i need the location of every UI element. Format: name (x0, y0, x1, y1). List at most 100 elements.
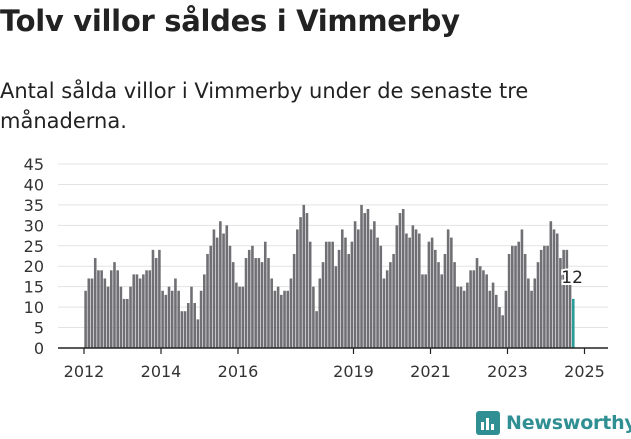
bar (533, 278, 537, 348)
bar (427, 241, 431, 348)
bar (199, 290, 203, 348)
bar (183, 311, 187, 348)
bar (254, 258, 257, 348)
bar (366, 208, 370, 348)
y-tick-label: 30 (24, 216, 44, 235)
brand-logo: Newsworthy (476, 408, 631, 438)
x-tick-label: 2012 (64, 362, 105, 381)
bar (318, 278, 322, 348)
bar (302, 204, 306, 348)
bar (241, 286, 245, 348)
bar (174, 278, 177, 348)
bar (482, 270, 485, 348)
bar (296, 229, 299, 348)
bar (527, 278, 530, 348)
bar (430, 237, 434, 348)
bar (344, 237, 347, 348)
y-tick-label: 15 (24, 278, 44, 297)
bar (511, 245, 514, 348)
bar (119, 286, 123, 348)
bar (324, 241, 328, 348)
bar (478, 266, 482, 348)
bar (267, 258, 270, 348)
bar (440, 274, 444, 348)
bar (97, 270, 100, 348)
bar (523, 253, 527, 348)
bar (154, 258, 158, 348)
bar (100, 270, 103, 348)
bar (565, 249, 569, 348)
bar (225, 225, 229, 348)
bar (514, 245, 517, 348)
bar (568, 282, 572, 348)
bar (257, 258, 261, 348)
bar (138, 278, 142, 348)
bar (180, 311, 184, 348)
bar (398, 213, 402, 348)
bar (488, 290, 492, 348)
bar (222, 233, 225, 348)
y-tick-label: 5 (34, 319, 44, 338)
bar (87, 278, 91, 348)
bar (498, 307, 501, 348)
bar (193, 303, 196, 348)
bar (315, 311, 318, 348)
x-tick-label: 2016 (218, 362, 259, 381)
bar (376, 237, 379, 348)
y-tick-label: 40 (24, 175, 44, 194)
bar (328, 241, 331, 348)
bar (129, 286, 132, 348)
bar (373, 221, 376, 348)
bar (122, 298, 126, 348)
bar (190, 286, 193, 348)
bar (549, 221, 553, 348)
bar (462, 290, 466, 348)
bar (113, 262, 116, 348)
bar (392, 253, 395, 348)
bar (360, 204, 363, 348)
bar (93, 258, 97, 348)
bar (299, 217, 302, 348)
bar (562, 249, 565, 348)
bar (357, 229, 360, 348)
bar (395, 225, 399, 348)
bar (530, 290, 533, 348)
bar (456, 286, 460, 348)
bar (116, 270, 119, 348)
bar (164, 294, 168, 348)
bar (334, 266, 338, 348)
bar (543, 245, 546, 348)
x-tick-label: 2025 (564, 362, 605, 381)
bar (466, 282, 469, 348)
bar (145, 270, 148, 348)
bar (273, 290, 277, 348)
bar (308, 241, 312, 348)
bar (434, 249, 437, 348)
bar (552, 229, 556, 348)
bar (379, 245, 383, 348)
bar (504, 290, 508, 348)
chart-title: Tolv villor såldes i Vimmerby (0, 4, 460, 38)
bar (158, 249, 161, 348)
highlight-bar (571, 298, 575, 348)
bar (289, 278, 293, 348)
bar (186, 303, 190, 348)
bar (263, 241, 267, 348)
bar (421, 274, 424, 348)
bar (446, 229, 450, 348)
bar (517, 241, 521, 348)
bar (443, 253, 447, 348)
bar (286, 290, 290, 348)
y-tick-label: 20 (24, 257, 44, 276)
bar (215, 237, 219, 348)
bar (417, 233, 421, 348)
bar-chart-icon (476, 411, 500, 435)
bar (520, 229, 524, 348)
bar (469, 270, 472, 348)
bar (501, 315, 504, 348)
bar (405, 233, 408, 348)
bar (340, 229, 344, 348)
bar (177, 290, 180, 348)
bar (231, 262, 235, 348)
bar (260, 262, 264, 348)
